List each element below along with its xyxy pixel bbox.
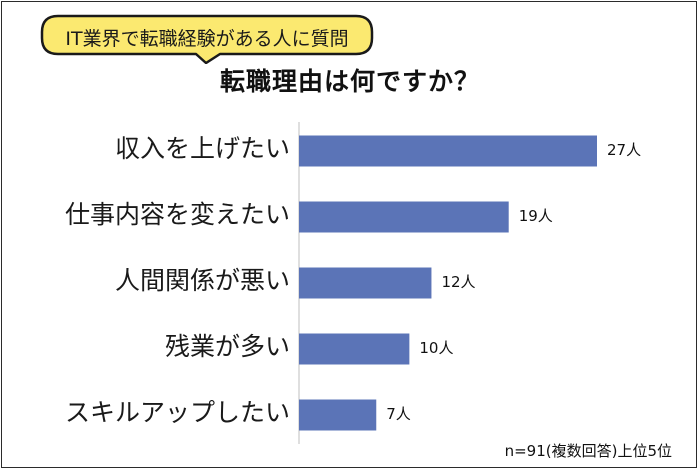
category-label: 残業が多い	[164, 332, 290, 361]
speech-bubble-shape	[40, 14, 374, 64]
bar	[299, 135, 597, 167]
data-label: 7人	[386, 405, 411, 423]
category-label: 収入を上げたい	[114, 134, 290, 163]
data-label: 27人	[607, 141, 642, 159]
category-label: スキルアップしたい	[64, 398, 290, 427]
question-bubble: IT業界で転職経験がある人に質問	[40, 14, 374, 64]
bar	[299, 333, 410, 365]
sample-note: n=91(複数回答)上位5位	[504, 442, 672, 460]
data-label: 19人	[518, 207, 553, 225]
bar	[299, 201, 509, 233]
question-text: IT業界で転職経験がある人に質問	[65, 28, 349, 50]
category-label: 仕事内容を変えたい	[64, 200, 290, 229]
bar	[299, 267, 432, 299]
category-label: 人間関係が悪い	[114, 266, 290, 295]
data-label: 12人	[441, 273, 476, 291]
data-label: 10人	[419, 339, 454, 357]
chart-title: 転職理由は何ですか？	[219, 67, 480, 96]
bar	[299, 399, 377, 431]
